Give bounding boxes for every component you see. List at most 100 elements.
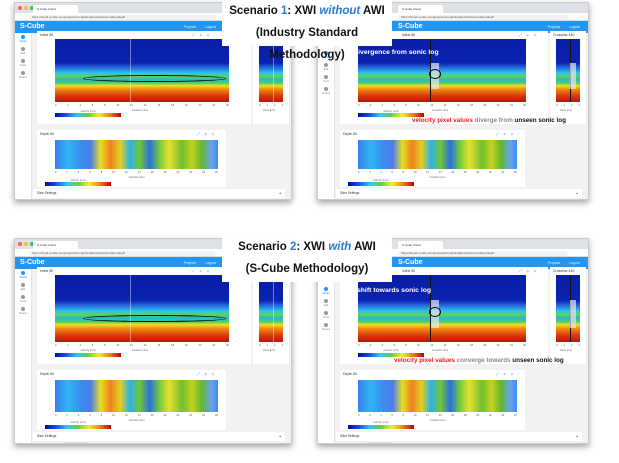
url-input[interactable]: https://cloud.s-cube.com/projects/model/… [29, 14, 216, 20]
slice-settings-bar[interactable]: Slice Settings ▴ [33, 189, 285, 199]
header-link-logout[interactable]: Logout [569, 261, 580, 265]
expand-icon[interactable]: ▴ [576, 433, 578, 438]
tick-label: 16 [451, 413, 455, 417]
slice-settings-bar[interactable]: Slice Settings ▴ [336, 189, 582, 199]
depth-toolbar[interactable]: ⤢ ⊕ ⊖ ⋮ [196, 132, 223, 137]
sidebar-item-edit[interactable]: Edit [318, 297, 334, 309]
crossline-velocity-image[interactable] [259, 275, 283, 342]
maximize-button[interactable] [30, 242, 34, 246]
depth-toolbar[interactable]: ⤢ ⊕ ⊖ ⋮ [495, 132, 521, 137]
inline-velocity-image[interactable] [55, 275, 229, 342]
header-link-logout[interactable]: Logout [569, 25, 580, 29]
expand-icon[interactable]: ▴ [279, 433, 281, 438]
header-link-projects[interactable]: Projects [547, 25, 561, 29]
slice-tab[interactable]: SEC-AWI [62, 441, 89, 443]
colorbar [55, 113, 121, 118]
depth-panel: Depth 80 ⤢ ⊕ ⊖ ⋮ 0 2 4 6 8 10 12 14 16 18 20 22 24 26 cr… [37, 130, 227, 188]
slice-tab[interactable]: SEC-AWI [366, 199, 392, 200]
slice-settings-bar[interactable]: Slice Settings ▴ [336, 431, 582, 441]
slice-tab[interactable]: SEC-FWI [340, 442, 366, 443]
maximize-button[interactable] [30, 6, 34, 10]
slice-settings-bar[interactable]: Slice Settings ▴ [33, 431, 285, 441]
header-link-projects[interactable]: Projects [547, 261, 561, 265]
header-link-logout[interactable]: Logout [205, 261, 216, 265]
slice-tab[interactable]: SEC-FWI [37, 199, 63, 200]
sidebar-item-shares[interactable]: Shares [15, 69, 31, 81]
slice-tab[interactable]: SEC-FWI after AWI [89, 442, 127, 443]
crossline-velocity-image[interactable] [556, 39, 580, 103]
tick-label: 2 [274, 104, 276, 108]
minimize-button[interactable] [24, 242, 28, 246]
sidebar-item-model[interactable]: Model [318, 285, 334, 297]
sidebar-item-edit[interactable]: Edit [15, 45, 31, 57]
expand-icon[interactable]: ▴ [279, 191, 281, 196]
sidebar-icon [324, 299, 328, 303]
expand-icon[interactable]: ▴ [576, 191, 578, 196]
slice-settings-label: Slice Settings [340, 191, 360, 196]
inline-toolbar[interactable]: ⤢ ⊕ ⊖ ⋮ [518, 33, 544, 37]
sidebar-item-tools[interactable]: Tools [318, 309, 334, 321]
sidebar-item-tools[interactable]: Tools [15, 293, 31, 305]
inline-velocity-image[interactable] [55, 39, 229, 103]
slice-tab[interactable]: SEC-FWI [340, 199, 366, 200]
slice-tab[interactable]: SEC-FWI after AWI [392, 442, 430, 443]
close-button[interactable] [18, 6, 22, 10]
sidebar-icon [21, 59, 25, 63]
inline-toolbar[interactable]: ⤢ ⊕ ⊖ ⋮ [191, 269, 217, 273]
url-input[interactable]: https://cloud.s-cube.com/projects/model/… [398, 14, 568, 20]
depth-toolbar[interactable]: ⤢ ⊕ ⊖ ⋮ [495, 371, 521, 376]
logo[interactable]: S-Cube [398, 23, 423, 30]
depth-title: Depth 80 [40, 132, 55, 137]
depth-slice-image[interactable] [358, 140, 517, 170]
slice-tab[interactable]: SEC-FWI [37, 442, 63, 443]
logo[interactable]: S-Cube [20, 23, 45, 30]
tick-label: 14 [137, 413, 141, 417]
tick-label: 12 [124, 171, 128, 175]
browser-tab[interactable]: S-Cube Cloud [33, 5, 78, 13]
depth-slice-image[interactable] [55, 140, 219, 170]
sidebar-item-model[interactable]: Model [15, 269, 31, 281]
logo[interactable]: S-Cube [20, 259, 45, 266]
sidebar-item-tools[interactable]: Tools [318, 73, 334, 85]
browser-tab[interactable]: S-Cube Cloud [398, 241, 443, 249]
depth-toolbar[interactable]: ⤢ ⊕ ⊖ ⋮ [196, 371, 223, 376]
browser-tab[interactable]: S-Cube Cloud [398, 5, 443, 13]
minimize-button[interactable] [24, 6, 28, 10]
slice-tab[interactable]: SEC-FWI after AWI [392, 199, 430, 200]
sidebar-item-shares[interactable]: Shares [318, 85, 334, 97]
slice-tab[interactable]: SEC-AWI [365, 441, 392, 443]
tick-label: 16 [157, 343, 161, 347]
sidebar-item-model[interactable]: Model [318, 49, 334, 61]
url-input[interactable]: https://cloud.s-cube.com/projects/model/… [29, 250, 216, 256]
depth-slice-image[interactable] [55, 379, 219, 412]
sidebar-item-edit[interactable]: Edit [15, 281, 31, 293]
crossline-x-label: inline (km) [263, 348, 275, 352]
close-button[interactable] [18, 242, 22, 246]
tick-label: 16 [150, 413, 154, 417]
header-link-projects[interactable]: Projects [183, 261, 197, 265]
sidebar-item-edit[interactable]: Edit [318, 61, 334, 73]
inline-toolbar[interactable]: ⤢ ⊕ ⊖ ⋮ [191, 33, 217, 37]
tick-label: 0 [55, 104, 57, 108]
sidebar-item-tools[interactable]: Tools [15, 57, 31, 69]
crossline-velocity-image[interactable] [556, 275, 580, 342]
header-link-projects[interactable]: Projects [183, 25, 197, 29]
inline-velocity-image[interactable] [358, 275, 526, 342]
tick-label: 22 [198, 104, 202, 108]
inline-toolbar[interactable]: ⤢ ⊕ ⊖ ⋮ [518, 269, 544, 273]
sidebar-item-shares[interactable]: Shares [15, 305, 31, 317]
slice-tab[interactable]: SEC-AWI [63, 199, 89, 200]
header-link-logout[interactable]: Logout [205, 25, 216, 29]
inline-velocity-image[interactable] [358, 39, 526, 103]
sidebar-item-model[interactable]: Model [15, 33, 31, 45]
highlight-ellipse [82, 315, 226, 323]
sidebar-item-shares[interactable]: Shares [318, 321, 334, 333]
browser-tab[interactable]: S-Cube Cloud [33, 241, 78, 249]
sidebar-label: Model [19, 40, 27, 43]
depth-slice-image[interactable] [358, 379, 517, 412]
logo[interactable]: S-Cube [398, 259, 423, 266]
url-input[interactable]: https://cloud.s-cube.com/projects/model/… [398, 250, 568, 256]
slice-tab[interactable]: SEC-FWI after AWI [89, 199, 127, 200]
crossline-velocity-image[interactable] [259, 39, 283, 103]
sidebar-icon [324, 323, 328, 327]
